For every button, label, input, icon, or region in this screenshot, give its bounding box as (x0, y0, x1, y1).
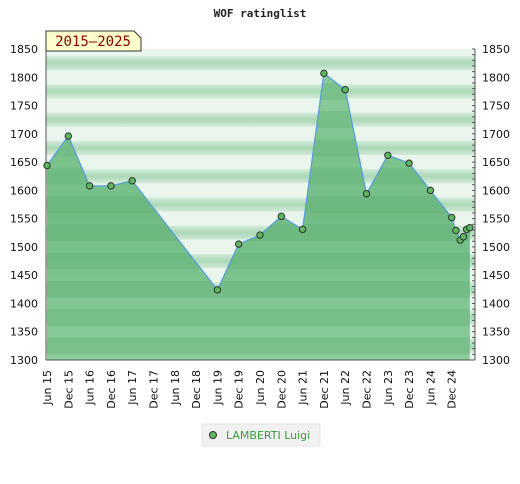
y-tick-label-left: 1700 (10, 128, 38, 141)
series-line (46, 72, 471, 292)
x-tick-label: Dec 22 (361, 370, 374, 409)
y-tick-label-right: 1600 (482, 184, 510, 197)
chart-title: WOF ratinglist (214, 7, 307, 20)
x-tick-label: Jun 15 (41, 370, 54, 406)
x-tick-label: Jun 20 (254, 370, 267, 406)
x-tick-label: Jun 18 (169, 370, 182, 406)
x-tick-label: Jun 23 (382, 370, 395, 406)
y-tick-label-right: 1300 (482, 354, 510, 367)
y-tick-label-left: 1750 (10, 100, 38, 113)
y-tick-label-right: 1700 (482, 128, 510, 141)
data-point (64, 132, 73, 140)
x-tick-label: Dec 17 (148, 370, 161, 409)
y-tick-label-right: 1400 (482, 297, 510, 310)
area-stripe (47, 280, 470, 298)
period-badge: 2015–2025 (45, 30, 142, 52)
data-point (341, 86, 349, 94)
y-tick-label-left: 1800 (10, 71, 38, 84)
y-tick-label-left: 1850 (10, 43, 38, 56)
x-tick-label: Dec 15 (62, 370, 75, 409)
area-stripe (47, 252, 470, 270)
data-point (320, 69, 328, 78)
x-tick-label: Jun 22 (339, 370, 352, 406)
x-tick-label: Jun 17 (126, 370, 139, 406)
y-tick-label-left: 1300 (10, 354, 38, 367)
y-tick-label-right: 1350 (482, 326, 510, 339)
y-tick-label-left: 1350 (10, 326, 38, 339)
y-tick-label-left: 1400 (10, 297, 38, 310)
x-tick-label: Dec 18 (190, 370, 203, 409)
data-point (256, 231, 264, 239)
x-tick-label: Jun 24 (424, 370, 437, 406)
area-stripe (47, 309, 470, 327)
data-point (213, 286, 222, 294)
data-point (426, 186, 435, 195)
data-point (298, 225, 307, 234)
x-tick-label: Dec 21 (318, 370, 331, 409)
x-tick-label: Dec 23 (403, 370, 416, 409)
y-tick-label-left: 1500 (10, 241, 38, 254)
x-tick-label: Dec 19 (233, 370, 246, 409)
data-point (43, 161, 51, 170)
y-tick-label-right: 1800 (482, 71, 510, 84)
axes (45, 48, 476, 361)
x-tick-label: Jun 21 (297, 370, 310, 406)
series-area-fill (47, 73, 470, 360)
background-band (46, 112, 475, 127)
data-point (405, 159, 413, 167)
x-tick-label: Jun 19 (211, 370, 224, 406)
x-tick-label: Dec 24 (446, 370, 459, 409)
background-band (46, 84, 475, 99)
y-tick-label-right: 1450 (482, 269, 510, 282)
x-tick-label: Dec 20 (275, 370, 288, 409)
data-point (277, 212, 285, 221)
data-point (466, 223, 474, 232)
legend-marker (209, 431, 217, 439)
background-band (46, 169, 475, 184)
background-band (46, 140, 475, 156)
y-tick-label-right: 1500 (482, 241, 510, 254)
y-tick-label-right: 1750 (482, 100, 510, 113)
background-band (46, 56, 475, 71)
data-point (459, 233, 468, 241)
data-point (448, 213, 456, 222)
y-tick-label-left: 1650 (10, 156, 38, 169)
series-markers (43, 69, 474, 294)
data-point (107, 182, 115, 190)
data-point (128, 177, 136, 185)
y-tick-label-right: 1850 (482, 43, 510, 56)
legend: LAMBERTI Luigi (201, 423, 321, 447)
y-tick-label-right: 1650 (482, 156, 510, 169)
y-tick-label-left: 1550 (10, 213, 38, 226)
data-point (384, 151, 392, 160)
data-point (235, 240, 243, 248)
area-stripe (47, 337, 470, 355)
y-tick-label-left: 1600 (10, 184, 38, 197)
axis-labels: 1300 1300 1350 1350 1400 1400 1450 1450 1500 1500… (10, 43, 510, 409)
y-tick-label-right: 1550 (482, 213, 510, 226)
x-tick-label: Jun 16 (84, 370, 97, 406)
data-point (452, 226, 460, 235)
data-point (85, 182, 94, 190)
data-point (362, 190, 371, 198)
x-tick-label: Dec 16 (105, 370, 118, 409)
y-tick-label-left: 1450 (10, 269, 38, 282)
legend-series-name: LAMBERTI Luigi (226, 429, 310, 442)
period-badge-text: 2015–2025 (55, 34, 131, 50)
